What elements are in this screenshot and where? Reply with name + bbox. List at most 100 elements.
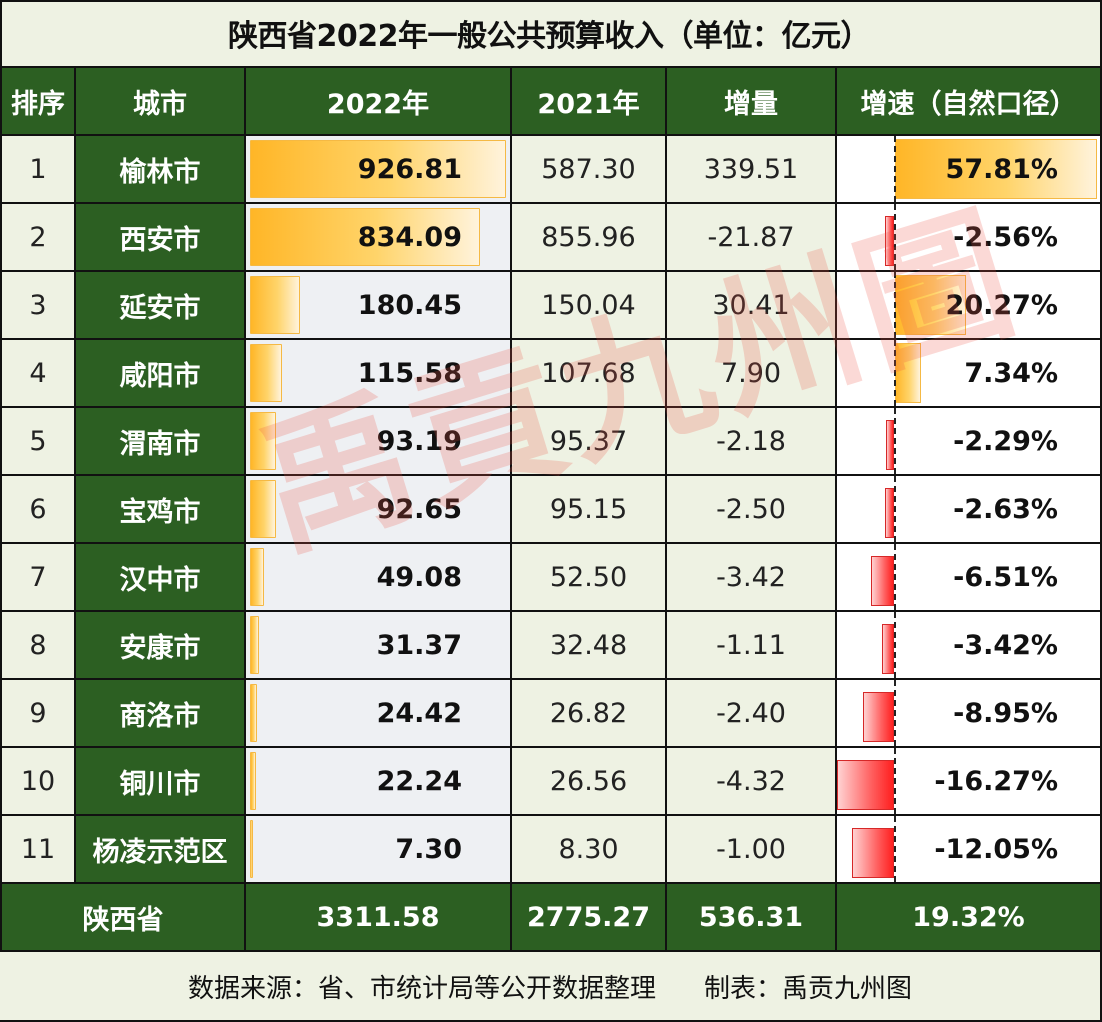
growth-bar-negative (885, 216, 894, 266)
revenue-2022-cell: 115.58 (244, 338, 512, 408)
increase-cell: 30.41 (665, 270, 837, 340)
table-row: 11 杨凌示范区 7.30 8.30 -1.00 -12.05% (0, 814, 1102, 884)
growth-cell: -6.51% (835, 542, 1102, 612)
total-2022: 3311.58 (244, 882, 512, 952)
revenue-2021-cell: 95.37 (510, 406, 667, 476)
revenue-2022-value: 115.58 (357, 357, 462, 389)
increase-cell: -4.32 (665, 746, 837, 816)
growth-axis (894, 680, 896, 746)
table-row: 5 渭南市 93.19 95.37 -2.18 -2.29% (0, 406, 1102, 476)
table-row: 8 安康市 31.37 32.48 -1.11 -3.42% (0, 610, 1102, 680)
city-cell: 杨凌示范区 (74, 814, 246, 884)
growth-bar-negative (851, 828, 894, 878)
revenue-2021-cell: 32.48 (510, 610, 667, 680)
header-growth: 增速（自然口径） (835, 66, 1102, 136)
city-cell: 铜川市 (74, 746, 246, 816)
growth-cell: -16.27% (835, 746, 1102, 816)
footer-source: 数据来源：省、市统计局等公开数据整理 (187, 973, 656, 1004)
increase-cell: -3.42 (665, 542, 837, 612)
revenue-databar (250, 820, 253, 878)
growth-bar-negative (882, 624, 894, 674)
header-increase: 增量 (665, 66, 837, 136)
city-cell: 榆林市 (74, 134, 246, 204)
city-cell: 延安市 (74, 270, 246, 340)
revenue-databar (250, 548, 264, 606)
growth-axis (894, 204, 896, 270)
revenue-databar (250, 344, 282, 402)
revenue-2021-cell: 52.50 (510, 542, 667, 612)
revenue-2022-value: 180.45 (357, 289, 462, 321)
growth-axis (894, 544, 896, 610)
revenue-databar (250, 480, 276, 538)
revenue-databar (250, 276, 300, 334)
revenue-2021-cell: 107.68 (510, 338, 667, 408)
revenue-2022-value: 7.30 (395, 833, 462, 865)
increase-cell: -2.50 (665, 474, 837, 544)
rank-cell: 5 (0, 406, 76, 476)
growth-value: -2.29% (953, 425, 1058, 457)
revenue-2021-cell: 26.82 (510, 678, 667, 748)
revenue-2021-cell: 587.30 (510, 134, 667, 204)
growth-bar-positive (895, 139, 1097, 199)
growth-cell: -8.95% (835, 678, 1102, 748)
table-row: 2 西安市 834.09 855.96 -21.87 -2.56% (0, 202, 1102, 272)
growth-cell: -2.63% (835, 474, 1102, 544)
revenue-databar (250, 208, 481, 266)
table-row: 6 宝鸡市 92.65 95.15 -2.50 -2.63% (0, 474, 1102, 544)
city-cell: 西安市 (74, 202, 246, 272)
growth-bar-negative (871, 556, 894, 606)
revenue-databar (250, 684, 257, 742)
revenue-databar (250, 616, 259, 674)
total-2021: 2775.27 (510, 882, 667, 952)
growth-cell: -12.05% (835, 814, 1102, 884)
revenue-2022-cell: 180.45 (244, 270, 512, 340)
increase-cell: 7.90 (665, 338, 837, 408)
growth-cell: -3.42% (835, 610, 1102, 680)
rank-cell: 1 (0, 134, 76, 204)
rank-cell: 3 (0, 270, 76, 340)
revenue-2021-cell: 95.15 (510, 474, 667, 544)
city-cell: 汉中市 (74, 542, 246, 612)
revenue-2021-cell: 855.96 (510, 202, 667, 272)
table-row: 4 咸阳市 115.58 107.68 7.90 7.34% (0, 338, 1102, 408)
revenue-2022-cell: 92.65 (244, 474, 512, 544)
rank-cell: 11 (0, 814, 76, 884)
table-row: 10 铜川市 22.24 26.56 -4.32 -16.27% (0, 746, 1102, 816)
revenue-2022-cell: 24.42 (244, 678, 512, 748)
revenue-2022-cell: 7.30 (244, 814, 512, 884)
growth-axis (894, 612, 896, 678)
growth-value: -16.27% (934, 765, 1058, 797)
rank-cell: 6 (0, 474, 76, 544)
growth-cell: -2.29% (835, 406, 1102, 476)
footer: 数据来源：省、市统计局等公开数据整理 制表：禹贡九州图 (0, 952, 1100, 1020)
revenue-databar (250, 140, 506, 198)
growth-axis (894, 408, 896, 474)
increase-cell: -1.00 (665, 814, 837, 884)
growth-value: -3.42% (953, 629, 1058, 661)
growth-cell: -2.56% (835, 202, 1102, 272)
growth-value: 7.34% (964, 357, 1058, 389)
growth-bar-negative (862, 692, 894, 742)
growth-bar-negative (837, 760, 894, 810)
revenue-2022-cell: 22.24 (244, 746, 512, 816)
city-cell: 安康市 (74, 610, 246, 680)
header-2021: 2021年 (510, 66, 667, 136)
growth-value: -6.51% (953, 561, 1058, 593)
table-row: 9 商洛市 24.42 26.82 -2.40 -8.95% (0, 678, 1102, 748)
revenue-databar (250, 752, 257, 810)
header-2022: 2022年 (244, 66, 512, 136)
revenue-2022-value: 926.81 (357, 153, 462, 185)
growth-bar-positive (895, 343, 921, 403)
growth-cell: 57.81% (835, 134, 1102, 204)
growth-bar-negative (884, 488, 894, 538)
increase-cell: -1.11 (665, 610, 837, 680)
revenue-databar (250, 412, 276, 470)
growth-value: -2.63% (953, 493, 1058, 525)
revenue-2022-cell: 49.08 (244, 542, 512, 612)
rank-cell: 2 (0, 202, 76, 272)
increase-cell: -2.18 (665, 406, 837, 476)
city-cell: 咸阳市 (74, 338, 246, 408)
revenue-2022-value: 834.09 (357, 221, 462, 253)
growth-axis (894, 816, 896, 882)
revenue-2022-value: 92.65 (376, 493, 462, 525)
